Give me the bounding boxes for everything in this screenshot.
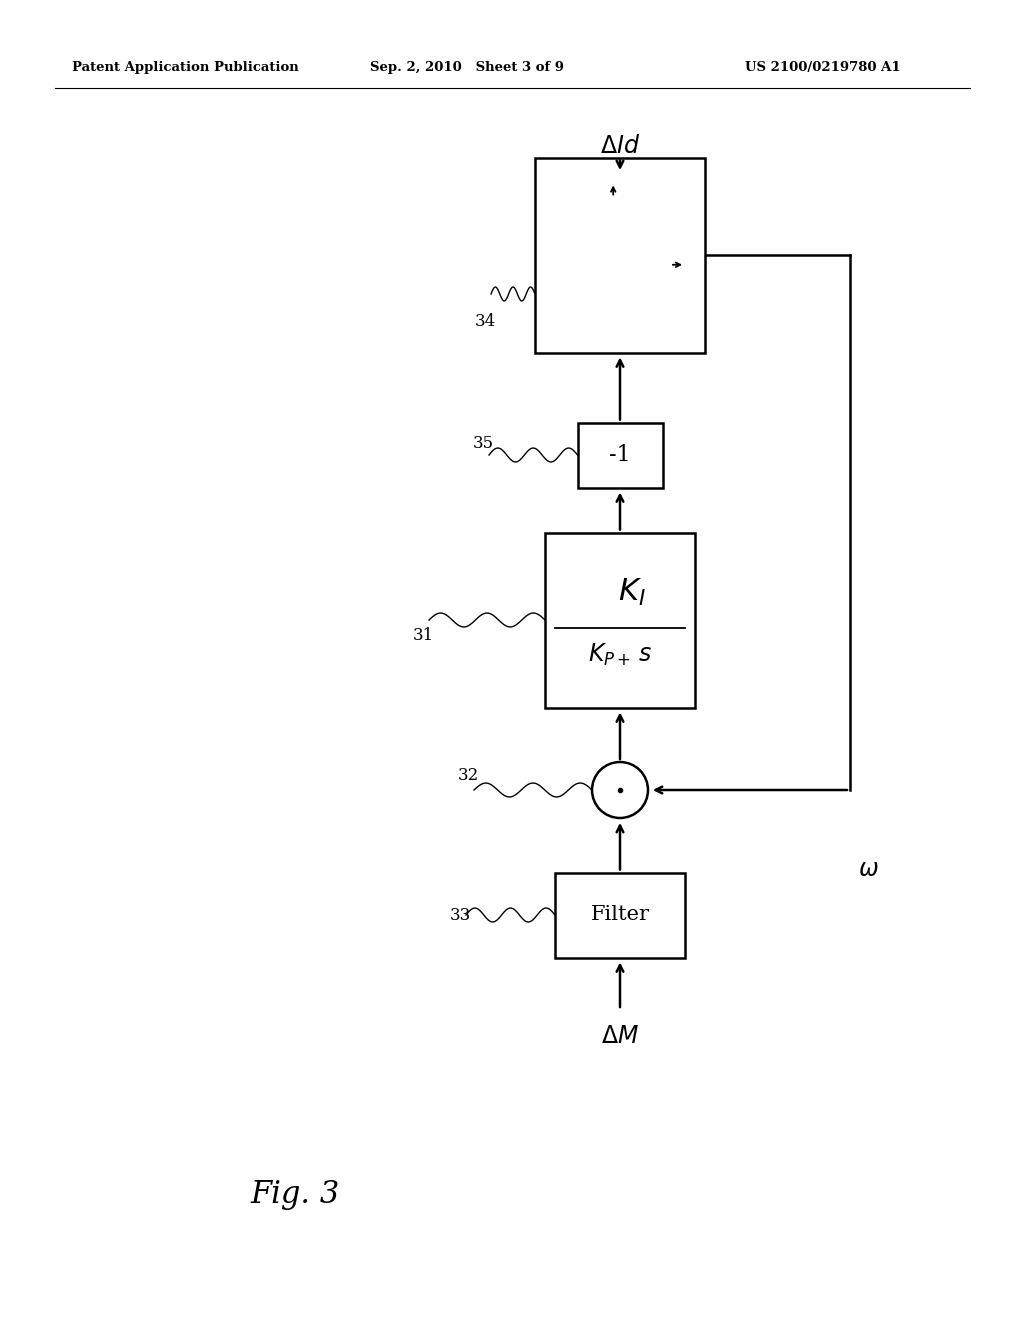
Text: 35: 35: [473, 434, 495, 451]
Text: -1: -1: [609, 444, 631, 466]
Bar: [555, 873, 685, 957]
Text: Patent Application Publication: Patent Application Publication: [72, 62, 299, 74]
Text: US 2100/0219780 A1: US 2100/0219780 A1: [745, 62, 901, 74]
Text: 32: 32: [458, 767, 479, 784]
Text: $\Delta M$: $\Delta M$: [601, 1026, 639, 1048]
Circle shape: [592, 762, 648, 818]
Text: Sep. 2, 2010   Sheet 3 of 9: Sep. 2, 2010 Sheet 3 of 9: [370, 62, 564, 74]
Text: $\Delta Id$: $\Delta Id$: [600, 135, 640, 158]
Text: $K_{P+}\,s$: $K_{P+}\,s$: [588, 642, 652, 668]
Bar: [545, 532, 695, 708]
Text: 34: 34: [475, 314, 497, 330]
Text: 33: 33: [450, 907, 471, 924]
Bar: [578, 422, 663, 487]
Text: 31: 31: [413, 627, 434, 644]
Text: Filter: Filter: [591, 906, 649, 924]
Text: $\omega$: $\omega$: [858, 858, 879, 882]
Text: Fig. 3: Fig. 3: [250, 1180, 339, 1210]
Bar: [535, 157, 705, 352]
Text: $K_I$: $K_I$: [618, 577, 646, 607]
